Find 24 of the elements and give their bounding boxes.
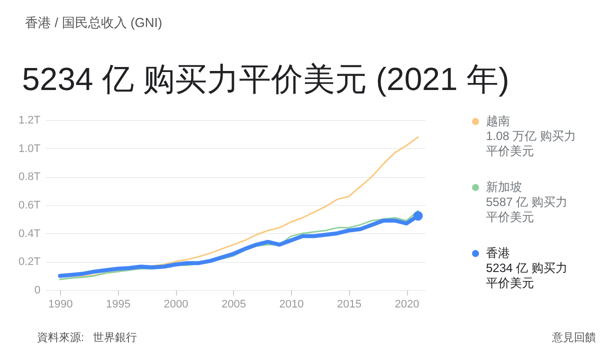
y-tick-label: 0.4T	[18, 228, 41, 240]
legend-label: 越南	[486, 114, 511, 129]
x-tick-label: 2015	[337, 298, 362, 310]
source-note: 資料來源: 世界銀行	[37, 331, 138, 345]
text: 1.08 万亿 购买力平价美元	[486, 129, 578, 159]
x-tick-label: 1995	[106, 298, 131, 310]
x-tick-label: 2000	[164, 298, 188, 310]
x-tick-label: 2020	[394, 298, 420, 310]
text: 5234 亿 购买力平价美元	[486, 261, 568, 291]
y-tick-label: 0	[34, 284, 40, 296]
x-tick-label: 1990	[48, 298, 73, 310]
y-tick-label: 0.6T	[18, 200, 41, 212]
chart-title: 5234 亿 购买力平价美元 (2021 年)	[22, 60, 510, 99]
text: 意見回饋	[552, 331, 596, 345]
text: 5587 亿 购买力平价美元	[486, 195, 568, 225]
x-tick-label: 2010	[279, 298, 304, 310]
legend-label: 新加坡	[486, 180, 523, 195]
y-tick-label: 0.2T	[18, 256, 41, 268]
chart-subtitle: 香港 / 国民总收入 (GNI)	[25, 14, 162, 32]
x-tick-label: 2005	[222, 298, 246, 310]
legend-label: 香港	[486, 246, 511, 261]
y-tick-label: 0.8T	[18, 171, 41, 184]
y-tick-label: 1.2T	[18, 114, 41, 126]
y-tick-label: 1.0T	[18, 142, 41, 155]
